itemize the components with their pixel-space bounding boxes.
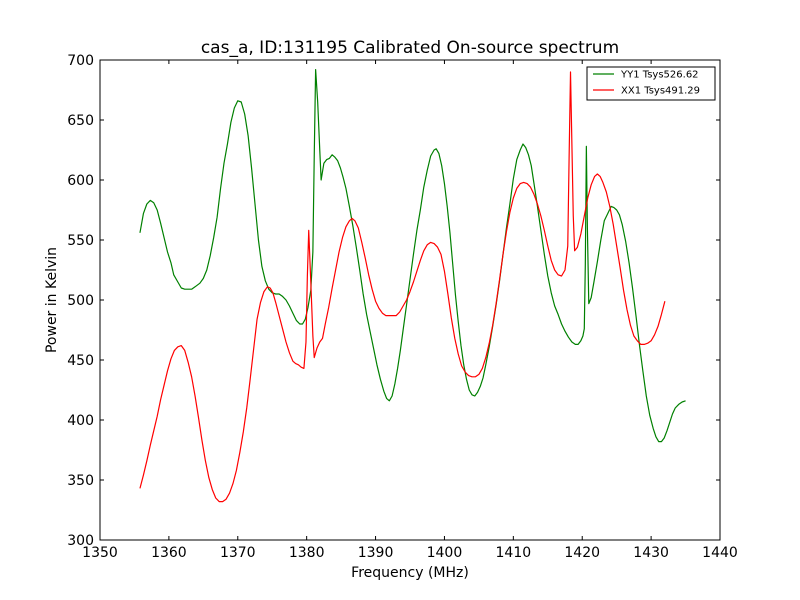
y-tick-label: 300 [67,533,94,549]
legend-label-yy1: YY1 Tsys526.62 [620,70,699,81]
y-tick-label: 550 [67,233,94,249]
x-tick-label: 1360 [151,545,187,561]
y-axis-label: Power in Kelvin [44,247,60,353]
x-tick-label: 1350 [82,545,118,561]
y-tick-label: 650 [67,113,94,129]
plot-frame [99,59,721,541]
x-axis-label: Frequency (MHz) [351,565,469,581]
legend-label-xx1: XX1 Tsys491.29 [621,86,700,97]
x-tick-label: 1410 [496,545,532,561]
x-tick-label: 1370 [220,545,256,561]
y-tick-label: 500 [67,293,94,309]
series-line-yy1 [139,68,686,443]
x-tick-label: 1430 [633,545,669,561]
x-tick-label: 1400 [427,545,463,561]
y-tick-label: 400 [67,413,94,429]
y-tick-label: 600 [67,173,94,189]
x-tick-label: 1380 [289,545,325,561]
plot-area [100,60,720,540]
legend: YY1 Tsys526.62 XX1 Tsys491.29 [586,66,716,101]
x-tick-label: 1390 [358,545,394,561]
x-tick-label: 1440 [702,545,738,561]
ticks-layer: 1350 1360 1370 1380 1390 1400 1410 1420 1430 1440… [67,53,738,561]
chart-title: cas_a, ID:131195 Calibrated On-source sp… [201,38,619,58]
y-tick-label: 700 [67,53,94,69]
y-tick-label: 450 [67,353,94,369]
series-line-xx1 [139,71,666,503]
y-tick-label: 350 [67,473,94,489]
legend-box [586,66,716,101]
series-layer [139,68,686,503]
x-tick-label: 1420 [564,545,600,561]
